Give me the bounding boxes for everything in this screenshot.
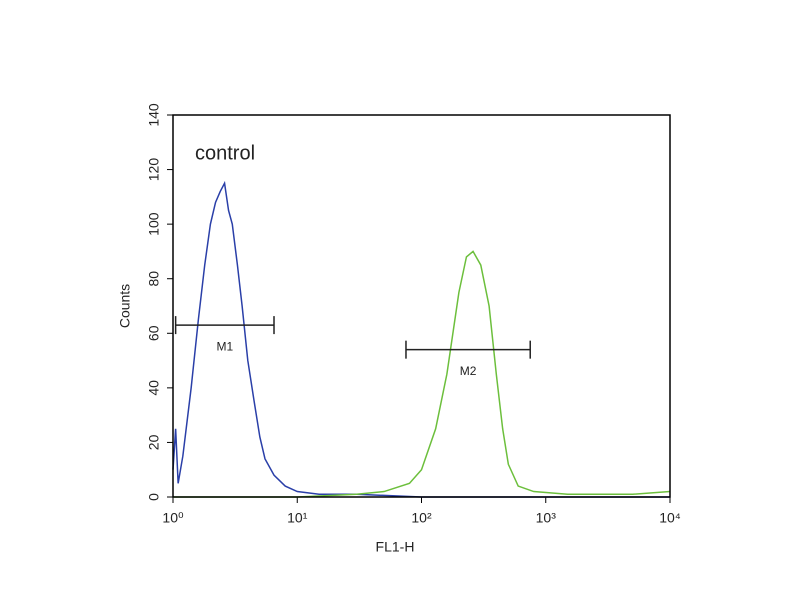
- y-tick-label: 40: [146, 380, 162, 396]
- histogram-line: [172, 180, 670, 498]
- y-tick-label: 140: [146, 103, 162, 127]
- annotation: control: [195, 142, 255, 164]
- x-tick-label: 10¹: [287, 510, 308, 526]
- x-tick-label: 10²: [411, 510, 432, 526]
- x-tick-label: 10⁴: [659, 510, 681, 526]
- y-tick-label: 100: [146, 212, 162, 236]
- y-tick-label: 0: [146, 493, 162, 501]
- y-tick-label: 20: [146, 434, 162, 450]
- marker-label: M2: [460, 364, 477, 378]
- y-tick-label: 60: [146, 325, 162, 341]
- marker-label: M1: [216, 339, 233, 353]
- plot-frame: [172, 114, 671, 498]
- x-tick-label: 10⁰: [162, 510, 184, 526]
- y-tick-label: 120: [146, 158, 162, 182]
- x-axis-label: FL1-H: [376, 539, 415, 555]
- y-tick-label: 80: [146, 271, 162, 287]
- y-axis-label: Counts: [117, 284, 133, 328]
- histogram-line: [173, 250, 671, 498]
- x-tick-label: 10³: [536, 510, 557, 526]
